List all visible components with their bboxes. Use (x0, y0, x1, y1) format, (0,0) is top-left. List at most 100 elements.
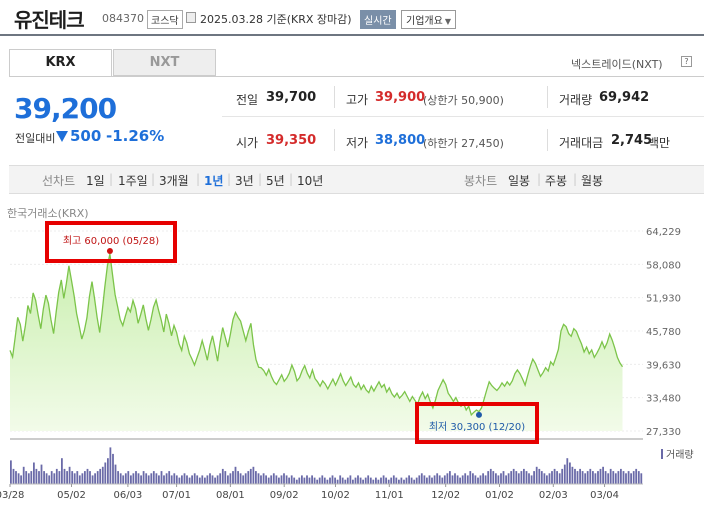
volume-bar (604, 471, 607, 484)
volume-bar (584, 473, 587, 485)
volume-bar (306, 475, 308, 484)
period-5y[interactable]: 5년 (266, 174, 285, 188)
volume-bar (201, 475, 204, 484)
volume-bar (114, 464, 117, 484)
volume-bar (81, 473, 84, 485)
volume-bar (546, 475, 548, 484)
volume-bar (117, 471, 119, 484)
volume-bar (507, 473, 510, 485)
period-3m[interactable]: 3개월 (159, 174, 189, 188)
volume-bar (410, 477, 413, 485)
volume-bar (469, 471, 472, 484)
min-marker (475, 411, 482, 418)
volume-bar (178, 477, 181, 485)
high-value: 39,900 (375, 90, 426, 105)
volume-bar (86, 468, 89, 484)
volume-bar (152, 471, 155, 484)
volume-bar (637, 471, 640, 484)
tab-krx[interactable]: KRX (9, 49, 112, 76)
volume-bar (188, 477, 191, 485)
volume-bar (142, 471, 145, 484)
price-line (9, 253, 624, 417)
divider: | (258, 172, 263, 186)
volume-bar (191, 475, 193, 484)
calendar-icon (186, 12, 196, 23)
volume-bar (66, 471, 68, 484)
candle-weekly[interactable]: 주봉 (545, 174, 568, 188)
volume-bar (99, 468, 102, 484)
change-percent: -1.26% (106, 127, 165, 145)
company-info-dropdown[interactable]: 기업개요 ▼ (401, 10, 456, 29)
realtime-button[interactable]: 실시간 (360, 10, 396, 29)
volume-bar (323, 477, 326, 485)
tab-nxt[interactable]: NXT (113, 49, 216, 76)
volume-bar (252, 466, 255, 484)
volume-bar (523, 468, 525, 484)
volume-bar (387, 479, 390, 484)
volume-bar (403, 479, 405, 484)
period-3y[interactable]: 3년 (235, 174, 254, 188)
volume-bar (505, 475, 507, 484)
volume-bar (479, 475, 482, 484)
candle-monthly[interactable]: 월봉 (581, 174, 604, 188)
volume-bar (283, 473, 285, 485)
x-tick-label: 10/02 (321, 490, 350, 501)
volume-bar (216, 475, 219, 484)
volume-bar (160, 471, 163, 484)
volume-bar (229, 473, 232, 485)
volume-bar (132, 473, 135, 485)
max-highlight-box (45, 221, 177, 263)
volume-bar (635, 468, 638, 484)
volume-bar (196, 475, 199, 484)
volume-bar (96, 471, 99, 484)
volume-bar (415, 477, 418, 485)
volume-bar (420, 473, 423, 485)
volume-bar (487, 471, 490, 484)
volume-bar (127, 471, 130, 484)
max-annotation: 최고 60,000 (05/28) (63, 235, 159, 247)
min-annotation: 최저 30,300 (12/20) (429, 421, 525, 433)
volume-bar (607, 473, 610, 485)
open-value: 39,350 (266, 133, 317, 148)
volume-bar (20, 475, 22, 484)
volume-bar (17, 473, 20, 485)
volume-bar (380, 477, 382, 485)
period-10y[interactable]: 10년 (297, 174, 324, 188)
volume-bar (155, 473, 158, 485)
volume-bar (303, 477, 306, 485)
volume-bar (260, 475, 262, 484)
volume-bar (359, 477, 362, 485)
help-icon[interactable]: ? (681, 56, 692, 67)
volume-bar (89, 471, 91, 484)
period-1d[interactable]: 1일 (86, 174, 105, 188)
volume-bar (30, 471, 33, 484)
volume-bar (71, 471, 74, 484)
volume-bar (553, 468, 556, 484)
x-tick-label: 12/02 (431, 490, 460, 501)
volume-bar (377, 479, 380, 484)
volume-bar (382, 475, 385, 484)
high-label: 고가 (346, 93, 369, 107)
volume-bar (369, 477, 372, 485)
period-1w[interactable]: 1주일 (118, 174, 148, 188)
volume-bar (620, 468, 622, 484)
volume-bar (533, 471, 535, 484)
amount-unit: 백만 (648, 136, 671, 150)
volume-bar (538, 468, 541, 484)
volume-bar (109, 447, 112, 484)
volume-bar (311, 475, 313, 484)
volume-bar (520, 471, 523, 484)
candle-daily[interactable]: 일봉 (508, 174, 531, 188)
period-1y[interactable]: 1년 (204, 174, 224, 188)
volume-bar (390, 477, 393, 485)
volume-bar (247, 471, 250, 484)
volume-bar (528, 473, 530, 485)
volume-bar (33, 462, 35, 484)
down-triangle-icon (56, 131, 68, 142)
volume-bar (515, 471, 518, 484)
volume-bar (94, 473, 96, 485)
volume-bar (530, 475, 533, 484)
volume-bar (344, 479, 347, 484)
amount-value: 2,745 (611, 133, 653, 148)
prev-close-value: 39,700 (266, 90, 317, 105)
